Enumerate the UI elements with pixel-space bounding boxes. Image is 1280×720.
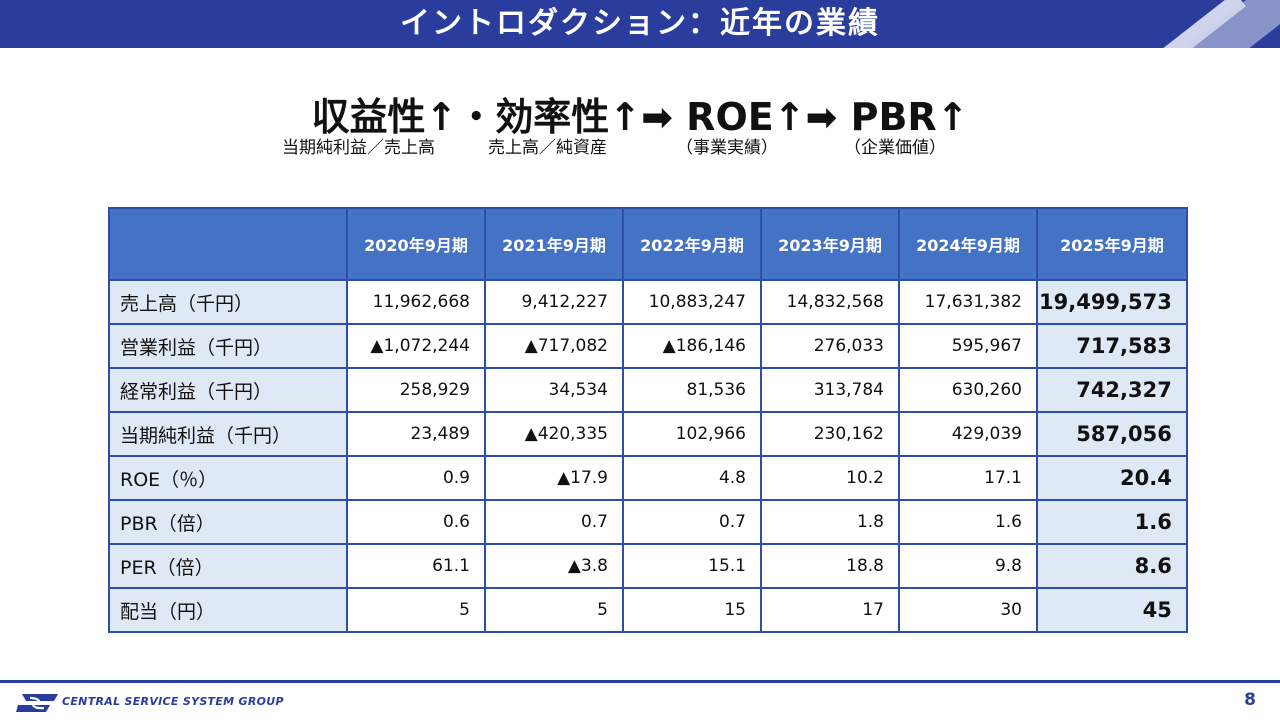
table-cell: 15.1 [622,543,762,589]
table-cell-latest: 20.4 [1036,455,1188,501]
formula-sub-profitability: 当期純利益／売上高 [282,138,435,158]
table-cell: 34,534 [484,367,624,413]
formula-sub-efficiency: 売上高／純資産 [488,138,607,158]
table-row: 配当（円） 5 5 15 17 30 45 [108,587,1188,633]
table-cell: 11,962,668 [346,279,486,325]
table-cell: 102,966 [622,411,762,457]
row-label: 経常利益（千円） [108,367,348,413]
table-cell-latest: 587,056 [1036,411,1188,457]
table-cell: 5 [346,587,486,633]
column-header: 2024年9月期 [898,207,1038,281]
table-cell-latest: 8.6 [1036,543,1188,589]
table-cell: 1.8 [760,499,900,545]
table-row: PBR（倍） 0.6 0.7 0.7 1.8 1.6 1.6 [108,499,1188,545]
table-cell: 258,929 [346,367,486,413]
page-number: 8 [1244,690,1256,710]
table-row: 売上高（千円） 11,962,668 9,412,227 10,883,247 … [108,279,1188,325]
table-row: 経常利益（千円） 258,929 34,534 81,536 313,784 6… [108,367,1188,413]
table-cell: 0.7 [484,499,624,545]
formula-sub-pbr: （企業価値） [844,138,946,158]
table-cell: 17 [760,587,900,633]
table-cell: 10.2 [760,455,900,501]
table-cell: 15 [622,587,762,633]
table-cell: 9,412,227 [484,279,624,325]
table-cell: 14,832,568 [760,279,900,325]
column-header [108,207,348,281]
table-cell: ▲420,335 [484,411,624,457]
table-cell-latest: 742,327 [1036,367,1188,413]
table-cell: 630,260 [898,367,1038,413]
table-row: 営業利益（千円） ▲1,072,244 ▲717,082 ▲186,146 27… [108,323,1188,369]
row-label: ROE（％） [108,455,348,501]
table-cell-latest: 19,499,573 [1036,279,1188,325]
column-header: 2022年9月期 [622,207,762,281]
table-cell: 17,631,382 [898,279,1038,325]
column-header: 2020年9月期 [346,207,486,281]
table-cell: 9.8 [898,543,1038,589]
table-cell-latest: 45 [1036,587,1188,633]
table-cell: ▲17.9 [484,455,624,501]
table-header-row: 2020年9月期 2021年9月期 2022年9月期 2023年9月期 2024… [108,207,1188,281]
row-label: 当期純利益（千円） [108,411,348,457]
table-cell: 10,883,247 [622,279,762,325]
table-cell-latest: 717,583 [1036,323,1188,369]
footer-divider [0,680,1280,683]
table-row: 当期純利益（千円） 23,489 ▲420,335 102,966 230,16… [108,411,1188,457]
table-cell: 0.7 [622,499,762,545]
formula-sub-roe: （事業実績） [676,138,778,158]
formula-heading: 収益性↑・効率性↑➡ ROE↑➡ PBR↑ [311,95,969,139]
column-header: 2021年9月期 [484,207,624,281]
table-cell: ▲186,146 [622,323,762,369]
table-cell: 5 [484,587,624,633]
table-cell: 230,162 [760,411,900,457]
table-cell: 4.8 [622,455,762,501]
table-cell: 276,033 [760,323,900,369]
column-header: 2023年9月期 [760,207,900,281]
table-cell: 0.9 [346,455,486,501]
company-logo: CENTRAL SERVICE SYSTEM GROUP [16,690,284,716]
row-label: 営業利益（千円） [108,323,348,369]
table-cell: 18.8 [760,543,900,589]
table-cell: 81,536 [622,367,762,413]
table-cell: ▲717,082 [484,323,624,369]
slide-title: イントロダクション：近年の業績 [400,6,880,41]
row-label: PER（倍） [108,543,348,589]
table-cell: 595,967 [898,323,1038,369]
table-cell: 1.6 [898,499,1038,545]
table-cell: 17.1 [898,455,1038,501]
table-cell: 0.6 [346,499,486,545]
table-cell: ▲3.8 [484,543,624,589]
table-row: ROE（％） 0.9 ▲17.9 4.8 10.2 17.1 20.4 [108,455,1188,501]
table-cell: 61.1 [346,543,486,589]
table-cell: 313,784 [760,367,900,413]
row-label: PBR（倍） [108,499,348,545]
table-cell: 30 [898,587,1038,633]
row-label: 配当（円） [108,587,348,633]
row-label: 売上高（千円） [108,279,348,325]
table-row: PER（倍） 61.1 ▲3.8 15.1 18.8 9.8 8.6 [108,543,1188,589]
results-table: 2020年9月期 2021年9月期 2022年9月期 2023年9月期 2024… [108,207,1188,633]
company-name: CENTRAL SERVICE SYSTEM GROUP [62,695,284,708]
table-cell: 429,039 [898,411,1038,457]
table-cell-latest: 1.6 [1036,499,1188,545]
logo-mark-icon [16,694,58,712]
table-cell: 23,489 [346,411,486,457]
title-bar: イントロダクション：近年の業績 [0,0,1280,48]
table-cell: ▲1,072,244 [346,323,486,369]
column-header: 2025年9月期 [1036,207,1188,281]
